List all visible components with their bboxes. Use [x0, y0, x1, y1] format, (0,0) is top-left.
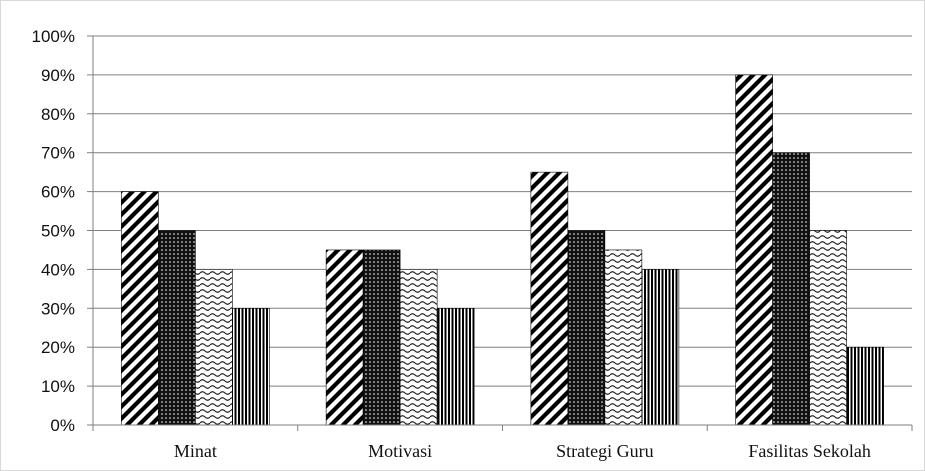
y-tick-label: 90%: [41, 66, 75, 85]
bar-dotted: [567, 230, 606, 426]
x-tick-label: Fasilitas Sekolah: [748, 441, 871, 461]
bar-diagonal-stripes: [530, 171, 569, 426]
y-tick-label: 20%: [41, 338, 75, 357]
y-tick-label: 0%: [50, 416, 75, 435]
bar-vertical-stripes: [232, 307, 270, 426]
x-tick-label: Strategi Guru: [556, 441, 653, 461]
y-tick-label: 50%: [41, 222, 75, 241]
bar-waves: [604, 249, 643, 426]
x-tick-label: Motivasi: [368, 441, 432, 461]
bar-dotted: [158, 230, 196, 426]
y-tick-label: 60%: [41, 183, 75, 202]
bar-vertical-stripes: [846, 346, 884, 426]
bar-waves: [809, 230, 847, 426]
bar-vertical-stripes: [436, 307, 475, 426]
y-tick-label: 40%: [41, 260, 75, 279]
bar-waves: [195, 269, 233, 426]
bar-waves: [399, 269, 438, 426]
bar-vertical-stripes: [641, 269, 680, 426]
y-tick-label: 30%: [41, 299, 75, 318]
bar-diagonal-stripes: [121, 191, 159, 426]
x-tick-label: Minat: [174, 441, 217, 461]
y-tick-label: 100%: [32, 27, 75, 46]
bar-dotted: [362, 249, 401, 426]
bar-diagonal-stripes: [735, 74, 773, 426]
y-tick-label: 10%: [41, 377, 75, 396]
y-tick-label: 80%: [41, 105, 75, 124]
bars: [121, 74, 884, 426]
axes: [87, 35, 913, 431]
bar-diagonal-stripes: [325, 249, 364, 426]
y-tick-label: 70%: [41, 144, 75, 163]
bar-dotted: [772, 152, 810, 426]
tick-labels: 0% 10% 20% 30% 40% 50% 60% 70% 80% 90% 100% Minat Mo…: [32, 27, 871, 461]
